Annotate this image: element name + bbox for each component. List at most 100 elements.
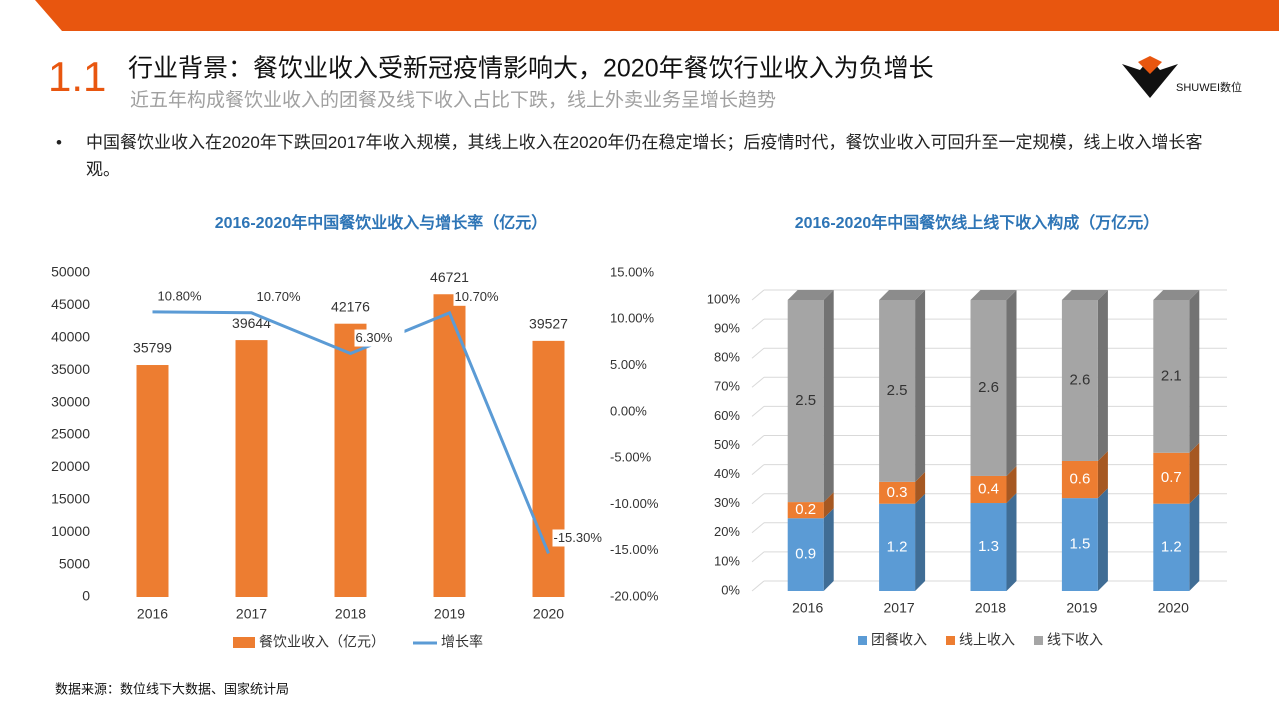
legend-label: 增长率 [441, 634, 483, 650]
chart-title: 2016-2020年中国餐饮业收入与增长率（亿元） [215, 213, 548, 232]
grid-diagonal [751, 289, 765, 301]
data-label: 1.3 [978, 538, 999, 555]
bar-top-face [970, 290, 1017, 300]
y-tick-label: 80% [714, 350, 740, 365]
bar-segment [787, 300, 824, 503]
x-tick-label: 2019 [1066, 600, 1097, 616]
bar-segment [879, 503, 916, 591]
header-bar [35, 0, 1279, 31]
data-label-bg [156, 287, 207, 305]
y-tick-label: 25000 [51, 426, 90, 442]
grid-diagonal [751, 376, 765, 388]
data-label: 42176 [331, 298, 370, 314]
data-label: 2.5 [795, 392, 816, 409]
logo-mark [1138, 56, 1162, 74]
y2-tick-label: 0.00% [610, 403, 647, 418]
legend-label: 线下收入 [1047, 632, 1103, 648]
legend-swatch [233, 637, 255, 648]
data-label: 0.7 [1161, 469, 1182, 486]
data-label: 2.6 [1069, 371, 1090, 388]
y-tick-label: 40% [714, 466, 740, 481]
grid-diagonal [751, 406, 765, 417]
slide-title: 行业背景：餐饮业收入受新冠疫情影响大，2020年餐饮行业收入为负增长 [128, 55, 934, 83]
bar [235, 340, 268, 597]
bar-segment [879, 300, 916, 482]
bar-side-face [1097, 290, 1108, 461]
data-label: 10.70% [257, 289, 302, 304]
logo-text: SHUWEI数位 [1176, 80, 1242, 94]
y-tick-label: 10% [714, 553, 740, 568]
bar-segment [970, 475, 1007, 504]
bar-side-face [915, 471, 926, 504]
logo-mark [1122, 58, 1178, 98]
y-tick-label: 50000 [51, 264, 90, 280]
bar-segment [1153, 300, 1190, 453]
bar [334, 323, 367, 597]
bar-segment [1061, 498, 1098, 591]
data-label: 1.5 [1069, 536, 1090, 553]
bar-segment [970, 300, 1007, 476]
bar-side-face [1189, 493, 1200, 591]
y-tick-label: 35000 [51, 361, 90, 377]
grid-diagonal [751, 522, 765, 534]
y2-tick-label: 5.00% [610, 357, 647, 372]
bar-side-face [1006, 290, 1017, 476]
y2-tick-label: -15.00% [610, 542, 659, 557]
bar-top-face [1061, 290, 1108, 300]
y-tick-label: 50% [714, 437, 740, 452]
data-label: 0.9 [795, 546, 816, 563]
y-tick-label: 15000 [51, 491, 90, 507]
legend-swatch [858, 636, 867, 645]
bar-side-face [1097, 450, 1108, 499]
bar-segment [787, 502, 824, 519]
bar-segment [1061, 460, 1098, 499]
bar-side-face [823, 290, 834, 503]
data-label: 35799 [133, 340, 172, 356]
bar-segment [1153, 452, 1190, 504]
bar-side-face [1006, 493, 1017, 591]
y2-tick-label: -20.00% [610, 588, 659, 603]
x-tick-label: 2016 [792, 600, 823, 616]
bar-side-face [1006, 465, 1017, 504]
data-label: 10.80% [158, 288, 203, 303]
grid-diagonal [751, 580, 765, 592]
y2-tick-label: 15.00% [610, 264, 655, 279]
grid-diagonal [751, 493, 765, 505]
grid-diagonal [751, 318, 765, 330]
data-label-bg [255, 288, 306, 306]
bar-side-face [915, 493, 926, 591]
data-label: 0.6 [1069, 471, 1090, 488]
x-tick-label: 2016 [137, 606, 168, 622]
bar-segment [970, 503, 1007, 591]
y-tick-label: 40000 [51, 329, 90, 345]
data-label: 1.2 [1161, 538, 1182, 555]
y-tick-label: 10000 [51, 523, 90, 539]
data-label: 2.6 [978, 379, 999, 396]
data-label-bg [453, 288, 504, 306]
y-tick-label: 100% [707, 291, 741, 306]
bar-segment [879, 481, 916, 504]
section-number: 1.1 [48, 53, 106, 100]
data-label: 2.5 [887, 382, 908, 399]
y-tick-label: 0 [82, 588, 90, 604]
data-label: 6.30% [356, 330, 393, 345]
x-tick-label: 2020 [533, 606, 564, 622]
bar-top-face [787, 290, 834, 300]
data-label: 0.4 [978, 480, 999, 497]
bar-side-face [1097, 488, 1108, 591]
data-label-bg [354, 329, 405, 347]
legend-label: 线上收入 [959, 632, 1015, 648]
data-label: 2.1 [1161, 367, 1182, 384]
y2-tick-label: 10.00% [610, 311, 655, 326]
grid-diagonal [751, 347, 765, 359]
bar [433, 294, 466, 597]
bar-segment [1061, 300, 1098, 461]
source-note: 数据来源：数位线下大数据、国家统计局 [55, 681, 289, 696]
bar-side-face [823, 492, 834, 519]
data-label: 0.2 [795, 501, 816, 518]
data-label: -15.30% [554, 530, 603, 545]
data-label-bg [552, 529, 603, 547]
data-label: 39644 [232, 315, 271, 331]
